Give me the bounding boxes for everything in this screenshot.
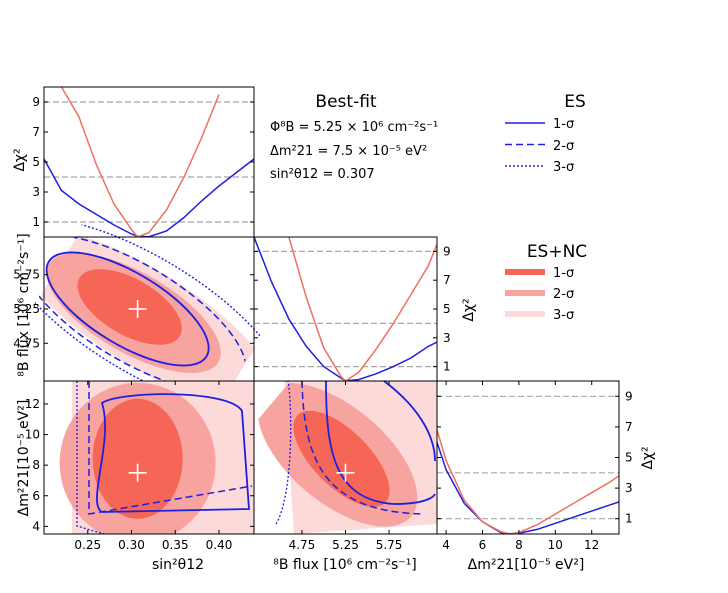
legend-esnc-2: 2-σ [553, 287, 574, 302]
x-tick-label-sin-0.40: 0.40 [206, 538, 233, 552]
esnc-1sigma-flux-dm [293, 410, 390, 507]
x-tick-label-flux-4.75: 4.75 [289, 538, 316, 552]
best-fit-marker-flux-dm [336, 463, 355, 482]
y-tick-label-chi2-top-5: 5 [32, 155, 40, 169]
es-3sigma-flux-dm [275, 380, 292, 525]
y-tick-label-dm-8: 8 [32, 458, 40, 472]
legend-es-3: 3-σ [553, 160, 574, 175]
y-tick-label-dm-10: 10 [25, 428, 40, 442]
profile-es-flux [254, 237, 437, 381]
es-2sigma-flux-dm [301, 380, 425, 515]
y-axis-label-dm: Δm²21[10⁻⁵ eV²] [16, 400, 32, 517]
y-axis-label-chi2-mid: Δχ² [461, 298, 477, 321]
best-fit-flux: Φ⁸B = 5.25 × 10⁶ cm⁻²s⁻¹ [270, 120, 438, 135]
profile-es-sin [44, 158, 254, 237]
x-tick-label-dm-10: 10 [548, 538, 563, 552]
y-tick-label-chi2-top-3: 3 [32, 185, 40, 199]
best-fit-marker-sin-flux [128, 300, 147, 318]
legend-es-2: 2-σ [553, 139, 574, 154]
y-tick-label-chi2-mid-1: 1 [443, 360, 451, 374]
profile-esnc-sin [60, 87, 220, 237]
y-axis-label-chi2-right: Δχ² [640, 446, 656, 469]
y-tick-label-chi2-top-7: 7 [32, 125, 40, 139]
x-tick-label-dm-4: 4 [442, 538, 450, 552]
x-axis-label-dm: Δm²21[10⁻⁵ eV²] [468, 557, 585, 573]
es-1sigma-sin-dm [96, 393, 250, 513]
y-tick-label-dm-6: 6 [32, 489, 40, 503]
x-tick-label-sin-0.30: 0.30 [118, 538, 145, 552]
esnc-1sigma-sin-flux [77, 269, 182, 345]
x-axis-label-sin: sin²θ12 [152, 557, 204, 573]
y-tick-label-chi2-right-1: 1 [625, 512, 633, 526]
y-tick-label-chi2-right-3: 3 [625, 481, 633, 495]
best-fit-marker-sin-dm [128, 463, 147, 482]
x-tick-label-sin-0.35: 0.35 [162, 538, 189, 552]
profile-es-dm [437, 441, 619, 534]
y-tick-label-chi2-mid-9: 9 [443, 244, 451, 258]
es-1sigma-flux-dm [325, 380, 436, 505]
panel-frame-top [43, 86, 255, 238]
legend-esnc-title: ES+NC [527, 242, 587, 262]
x-tick-label-flux-5.75: 5.75 [376, 538, 403, 552]
es-3sigma-sin-dm [76, 381, 105, 535]
x-tick-label-dm-8: 8 [515, 538, 523, 552]
es-1sigma-flux-dm-upper [383, 380, 436, 462]
legend-esnc-3: 3-σ [553, 308, 574, 323]
y-tick-label-chi2-mid-7: 7 [443, 273, 451, 287]
y-tick-label-flux-5.25: 5.25 [13, 302, 40, 316]
x-tick-label-flux-5.25: 5.25 [332, 538, 359, 552]
legend-es-1: 1-σ [553, 117, 574, 132]
y-tick-label-chi2-top-1: 1 [32, 215, 40, 229]
best-fit-sin: sin²θ12 = 0.307 [270, 167, 375, 182]
es-1sigma-sin-flux [45, 251, 210, 367]
y-tick-label-dm-4: 4 [32, 519, 40, 533]
y-tick-label-chi2-mid-5: 5 [443, 302, 451, 316]
y-tick-label-chi2-right-9: 9 [625, 389, 633, 403]
es-2sigma-sin-dm [88, 381, 253, 515]
y-tick-label-chi2-mid-3: 3 [443, 331, 451, 345]
y-tick-label-chi2-top-9: 9 [32, 95, 40, 109]
x-tick-label-dm-6: 6 [479, 538, 487, 552]
y-tick-label-dm-12: 12 [25, 397, 40, 411]
best-fit-dm: Δm²21 = 7.5 × 10⁻⁵ eV² [270, 144, 427, 159]
legend-esnc-1: 1-σ [553, 266, 574, 281]
y-tick-label-chi2-right-5: 5 [625, 451, 633, 465]
y-axis-label-chi2-top: Δχ² [12, 148, 28, 171]
esnc-1sigma-sin-dm [92, 398, 183, 519]
y-tick-label-flux-5.75: 5.75 [13, 268, 40, 282]
profile-esnc-flux [288, 237, 437, 381]
x-axis-label-flux: ⁸B flux [10⁶ cm⁻²s⁻¹] [273, 557, 417, 573]
legend-es-title: ES [564, 92, 586, 112]
x-tick-label-dm-12: 12 [584, 538, 599, 552]
x-tick-label-sin-0.25: 0.25 [74, 538, 101, 552]
es-3sigma-sin-flux [24, 218, 279, 412]
best-fit-title: Best-fit [315, 92, 376, 112]
y-tick-label-flux-4.75: 4.75 [13, 336, 40, 350]
y-axis-label-flux: ⁸B flux [10⁶ cm⁻²s⁻¹] [16, 233, 32, 377]
y-tick-label-chi2-right-7: 7 [625, 420, 633, 434]
